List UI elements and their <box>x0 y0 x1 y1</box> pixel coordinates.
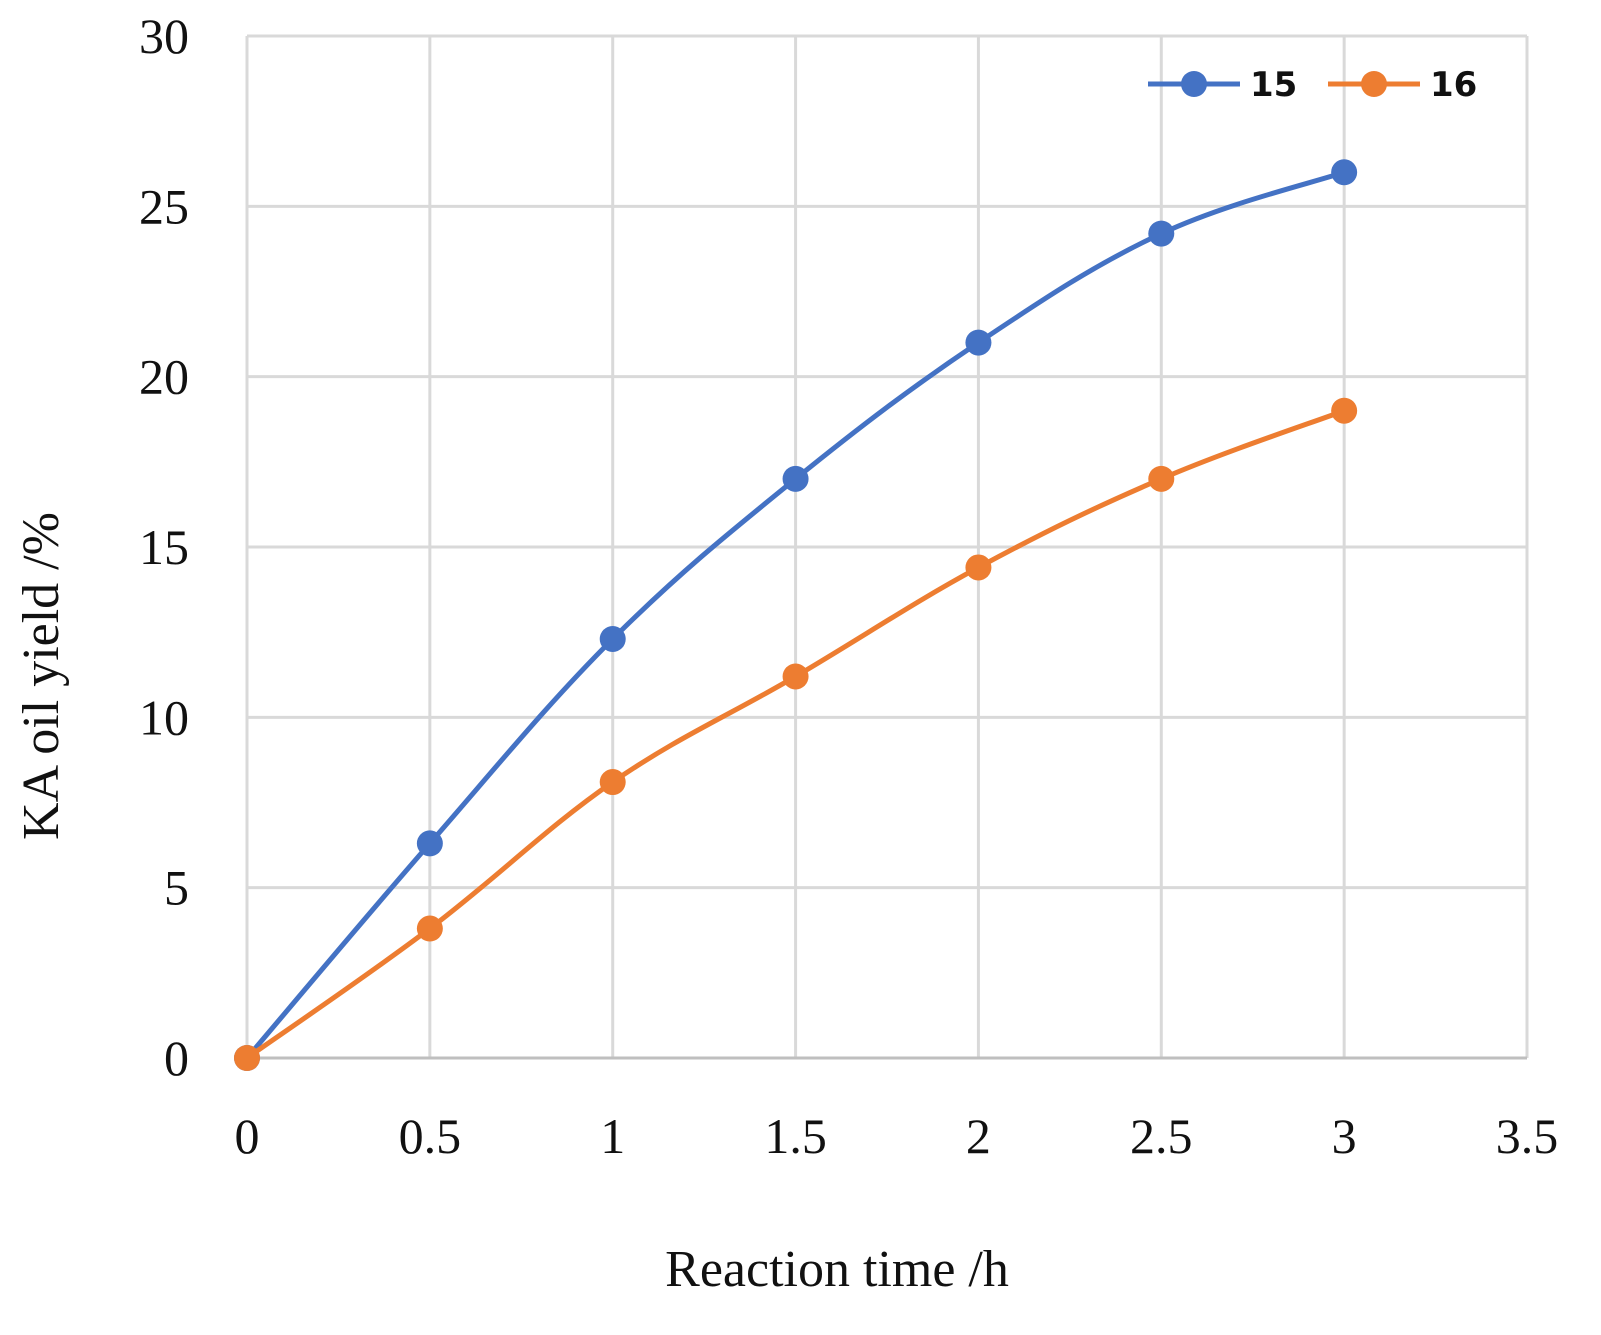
x-axis-title: Reaction time /h <box>665 1241 1009 1298</box>
data-point <box>599 625 626 652</box>
legend-label: 15 <box>1250 65 1297 105</box>
x-tick-label: 1 <box>600 1108 625 1164</box>
legend-marker <box>1181 71 1207 97</box>
y-tick-label: 30 <box>139 8 189 64</box>
grid-lines <box>247 34 1529 1058</box>
x-tick-label: 2 <box>966 1108 991 1164</box>
x-tick-label: 1.5 <box>764 1108 827 1164</box>
series-16 <box>234 397 1358 1071</box>
x-tick-labels: 0 0.5 1 1.5 2 2.5 3 3.5 <box>235 1108 1559 1164</box>
x-tick-label: 0.5 <box>399 1108 462 1164</box>
series <box>234 159 1358 1071</box>
y-tick-label: 5 <box>164 860 189 916</box>
legend-item-16: 16 <box>1328 65 1477 105</box>
data-point <box>1148 465 1175 492</box>
data-point <box>782 663 809 690</box>
x-tick-label: 0 <box>235 1108 260 1164</box>
data-point <box>1148 220 1175 247</box>
y-tick-label: 10 <box>139 689 189 745</box>
data-point <box>599 769 626 796</box>
axes <box>245 36 1527 1060</box>
legend: 15 16 <box>1148 65 1477 105</box>
data-point <box>965 554 992 581</box>
data-point <box>1331 397 1358 424</box>
legend-marker <box>1361 71 1387 97</box>
data-point <box>234 1045 260 1071</box>
y-tick-label: 20 <box>139 349 189 405</box>
y-axis-title: KA oil yield /% <box>13 512 70 840</box>
y-tick-label: 0 <box>164 1030 189 1086</box>
x-tick-label: 2.5 <box>1130 1108 1193 1164</box>
data-point <box>416 830 443 857</box>
y-tick-labels: 0 5 10 15 20 25 30 <box>139 8 189 1086</box>
data-point <box>965 329 992 356</box>
y-tick-label: 15 <box>139 519 189 575</box>
data-point <box>1331 159 1358 186</box>
legend-label: 16 <box>1430 65 1477 105</box>
x-tick-label: 3 <box>1332 1108 1357 1164</box>
y-tick-label: 25 <box>139 178 189 234</box>
legend-item-15: 15 <box>1148 65 1297 105</box>
data-point <box>416 915 443 942</box>
data-point <box>782 465 809 492</box>
x-tick-label: 3.5 <box>1496 1108 1559 1164</box>
